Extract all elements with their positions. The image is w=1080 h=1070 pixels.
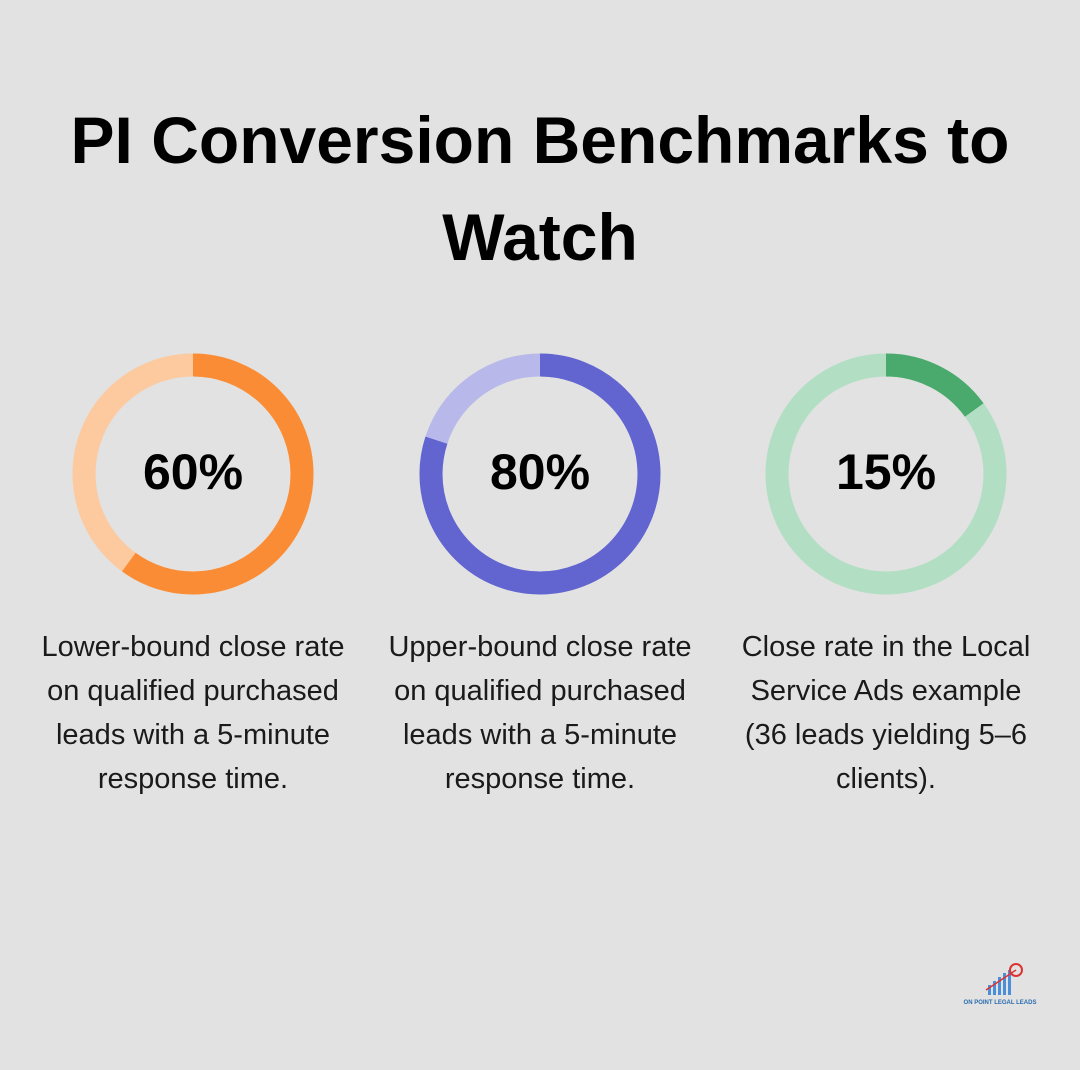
logo-icon bbox=[985, 963, 1023, 995]
caption: Close rate in the Local Service Ads exam… bbox=[741, 631, 1031, 795]
value-label: 80% bbox=[490, 444, 590, 500]
value-label: 15% bbox=[836, 444, 936, 500]
donut-arc bbox=[765, 353, 1007, 595]
donut-arc bbox=[72, 353, 314, 595]
caption: Lower-bound close rate on qualified purc… bbox=[41, 631, 345, 795]
title: PI Conversion Benchmarks to Watch bbox=[70, 103, 1010, 274]
donut-arc bbox=[419, 353, 661, 595]
caption: Upper-bound close rate on qualified purc… bbox=[388, 631, 692, 795]
logo-text: ON POINT LEGAL LEADS bbox=[963, 1000, 1037, 1006]
value-label: 60% bbox=[143, 444, 243, 500]
